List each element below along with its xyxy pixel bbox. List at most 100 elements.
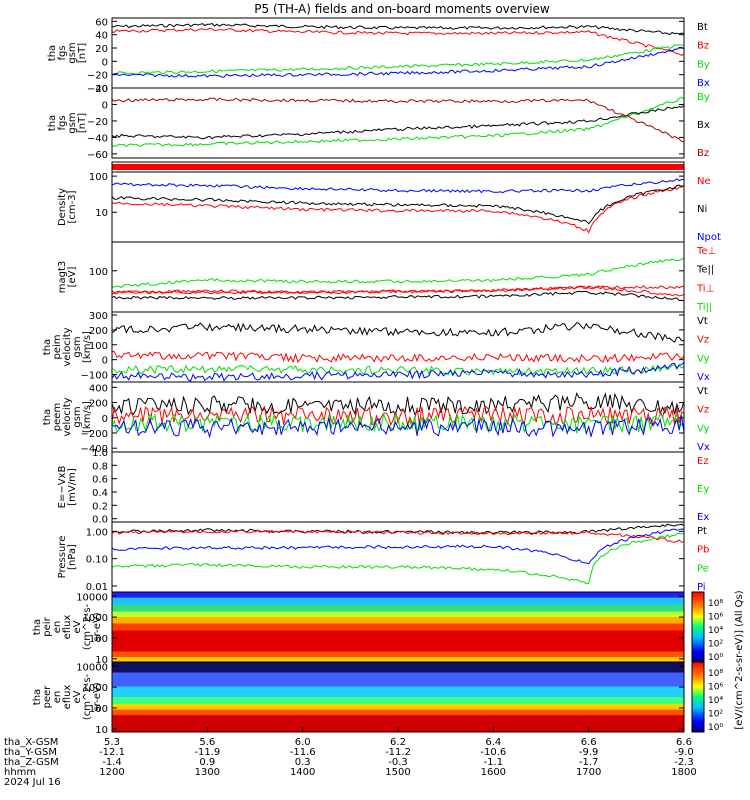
legend-entry: Pi	[697, 582, 706, 593]
x-row-value: 6.0	[295, 737, 311, 748]
y-tick-label: 60	[95, 17, 108, 28]
colorbar-tick-label: 10⁶	[708, 683, 723, 693]
y-tick-label: 0	[102, 57, 108, 68]
y-axis-label: tha	[32, 689, 43, 705]
panel-temperature: 100 magt3 [eV] Te⊥ Te|| Ti⊥ Ti||	[57, 241, 716, 313]
colorbar-tick-label: 10²	[708, 710, 723, 720]
y-axis-label: eflux	[62, 615, 73, 640]
panel-fgs-gse: 20 0 −20 −40 −60 tha fgs gsm [nT] By Bx Bz	[47, 84, 710, 161]
x-row-value: 6.2	[390, 737, 406, 748]
series-By	[111, 96, 685, 148]
legend-entry: Te⊥	[696, 246, 716, 257]
legend-entry: Ex	[697, 512, 709, 523]
y-tick-label: 0.8	[92, 461, 108, 472]
series-Ti||	[111, 257, 685, 289]
x-row-value: -2.3	[674, 757, 694, 768]
y-axis-label: fgs	[57, 115, 68, 130]
y-axis-label: tha	[32, 619, 43, 635]
y-tick-label: 1000	[83, 613, 108, 624]
x-row-value: -10.6	[480, 747, 506, 758]
series-Ne	[111, 185, 685, 234]
x-row-value: 1800	[671, 767, 696, 778]
colorbar-tick-label: 10⁸	[708, 599, 723, 609]
colorbar-tick-label: 10⁶	[708, 613, 723, 623]
y-axis-label: gsm	[72, 406, 83, 427]
y-tick-label: 300	[89, 311, 108, 322]
series-Bx	[111, 47, 685, 78]
y-axis-label: peim	[52, 334, 63, 359]
y-axis-label: [cm-3]	[67, 190, 78, 223]
spectrogram-band	[112, 704, 684, 711]
y-tick-label: 400	[89, 383, 108, 394]
legend-entry: Bz	[697, 148, 709, 159]
panel-frame	[111, 171, 685, 243]
y-axis-label: eflux	[62, 685, 73, 710]
panel-peem-velocity: 400 200 0 −200 −400 tha peem velocity gsm [km/s] V…	[42, 381, 710, 455]
series-Vx	[111, 415, 685, 439]
legend-entry: By	[697, 59, 710, 70]
colorbar-2	[691, 661, 705, 733]
x-row-label: hhmm	[4, 767, 36, 778]
x-row-value: 5.6	[199, 737, 215, 748]
y-tick-label: 0	[102, 414, 108, 425]
legend-entry: Ey	[697, 484, 709, 495]
spectrogram-band	[112, 686, 684, 698]
x-row-value: 1200	[99, 767, 124, 778]
y-axis-label: [nPa]	[67, 544, 78, 570]
colorbar-1	[691, 591, 705, 663]
y-axis-label: gsm	[72, 336, 83, 357]
y-axis-label: magt3	[57, 261, 68, 294]
panel-frame	[111, 451, 685, 523]
x-row-value: -11.2	[385, 747, 411, 758]
legend-entry: Bt	[697, 22, 708, 33]
y-tick-label: −100	[81, 371, 108, 382]
y-tick-label: 10	[95, 655, 108, 666]
x-row-label: tha_Z-GSM	[4, 757, 59, 768]
y-axis-label: fgs	[57, 45, 68, 60]
series-Vt	[111, 321, 685, 343]
legend-entry: Bx	[697, 120, 710, 131]
y-tick-label: 10	[95, 208, 108, 219]
x-row-value: -9.0	[674, 747, 694, 758]
legend-entry: Te||	[696, 265, 714, 276]
x-row-value: 1500	[385, 767, 410, 778]
spectrogram-band	[112, 597, 684, 606]
series-Te||	[111, 290, 685, 302]
x-row-value: 6.6	[581, 737, 597, 748]
x-row-label: tha_Y-GSM	[4, 747, 57, 758]
y-axis-label: gsm	[67, 42, 78, 63]
y-axis-label: gsm	[67, 112, 78, 133]
spectrogram-band	[112, 604, 684, 613]
panel-efield: 1.0 0.8 0.6 0.4 0.2 0.0 E=−VxB [mV/m] Ez Ey Ex	[57, 448, 709, 526]
x-row-value: 1700	[576, 767, 601, 778]
y-tick-label: 0.4	[92, 488, 108, 499]
x-row-value: 1300	[195, 767, 220, 778]
y-axis-label: [nT]	[77, 113, 88, 133]
legend-entry: Bx	[697, 78, 710, 89]
y-tick-label: 100	[89, 172, 108, 183]
x-row-value: 1600	[481, 767, 506, 778]
legend-entry: Ez	[697, 456, 709, 467]
series-Vy	[111, 412, 685, 434]
y-tick-label: 20	[95, 84, 108, 95]
series-Bx	[111, 105, 685, 140]
panel-peir-spectrogram: 10000 1000 100 10 tha peir en eflux eV (cm^2-s-sr…	[32, 591, 685, 666]
y-tick-label: 10000	[76, 662, 108, 673]
y-tick-label: 200	[89, 326, 108, 337]
series-Vx	[111, 361, 685, 382]
panel-frame	[111, 241, 685, 313]
legend-entry: Vt	[697, 386, 708, 397]
legend-entry: By	[697, 92, 710, 103]
y-tick-label: 0	[102, 356, 108, 367]
series-Vz	[111, 350, 685, 364]
y-axis-label: peir	[42, 616, 53, 636]
legend-entry: Pe	[697, 563, 709, 574]
colorbar-tick-label: 10²	[708, 640, 723, 650]
series-By	[111, 44, 685, 75]
y-tick-label: −400	[81, 444, 108, 455]
y-axis-label: [km/s]	[82, 401, 93, 433]
y-tick-label: 1.00	[86, 527, 108, 538]
series-Npot	[111, 178, 685, 194]
